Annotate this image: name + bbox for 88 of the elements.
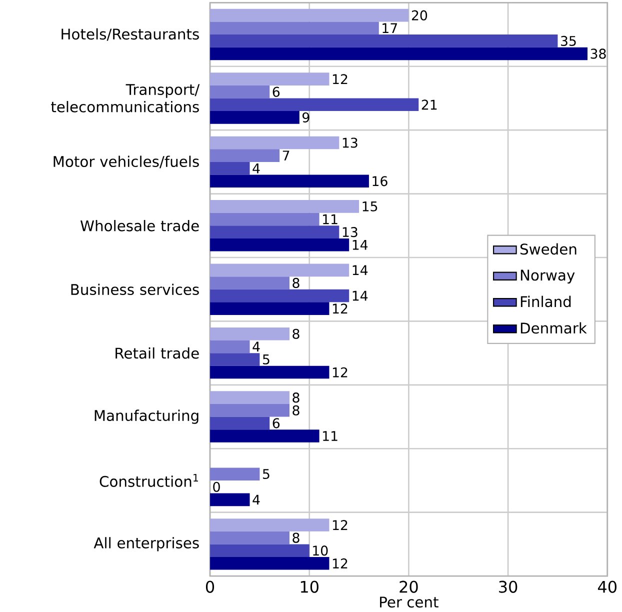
- data-label: 15: [362, 201, 378, 212]
- bar: [210, 531, 290, 544]
- bar: [210, 238, 350, 252]
- bar: [210, 518, 330, 532]
- data-label: 9: [302, 112, 310, 122]
- data-label: 20: [412, 10, 428, 20]
- y-tick-label: All enterprises: [94, 537, 199, 552]
- bar: [210, 391, 290, 404]
- y-tick-label: Motor vehicles/fuels: [54, 156, 199, 168]
- data-label: 4: [252, 163, 260, 174]
- legend-label: Denmark: [520, 322, 587, 334]
- bar: [210, 340, 250, 354]
- x-tick-label: 40: [598, 580, 616, 593]
- data-label: 17: [382, 23, 397, 33]
- bar: [210, 404, 290, 417]
- bar: [210, 556, 330, 570]
- data-label: 0: [213, 482, 220, 492]
- bar: [210, 200, 360, 213]
- data-label: 38: [590, 48, 606, 59]
- bar: [210, 22, 379, 35]
- y-tick-label: Construction$^{1}$: [100, 474, 198, 487]
- data-label: 11: [323, 214, 338, 224]
- legend-label: Sweden: [520, 243, 576, 255]
- bar: [210, 212, 320, 226]
- bar: [210, 136, 340, 150]
- data-label: 10: [313, 546, 328, 556]
- data-label: 12: [332, 367, 348, 378]
- bar: [210, 430, 320, 442]
- data-label: 6: [272, 418, 280, 428]
- bar: [210, 353, 260, 366]
- bar: [210, 72, 330, 86]
- x-axis-title: Per cent: [380, 596, 438, 608]
- bar: [210, 468, 260, 480]
- data-label: 14: [352, 265, 368, 276]
- data-label: 12: [332, 74, 348, 84]
- data-label: 8: [292, 328, 300, 339]
- bar: [210, 289, 350, 302]
- data-label: 35: [561, 36, 576, 46]
- data-label: 8: [292, 532, 300, 543]
- bar: [210, 8, 409, 22]
- legend-label: Finland: [520, 296, 571, 308]
- data-label: 4: [252, 494, 260, 505]
- data-label: 8: [292, 392, 300, 403]
- x-tick-label: 30: [499, 580, 518, 593]
- y-tick-label: Wholesale trade: [80, 220, 199, 232]
- data-label: 7: [282, 150, 290, 160]
- data-label: 16: [372, 176, 388, 186]
- data-label: 5: [262, 469, 270, 480]
- data-label: 21: [422, 100, 437, 110]
- y-tick-label: Transport/ telecommunications: [51, 84, 200, 112]
- y-tick-label: Business services: [71, 284, 199, 296]
- bar: [210, 162, 250, 175]
- bar: [210, 174, 369, 188]
- bar: [210, 493, 250, 506]
- data-label: 12: [332, 558, 348, 568]
- bar: [210, 416, 270, 430]
- data-label: 5: [262, 354, 270, 364]
- bar: [210, 111, 300, 124]
- y-tick-label: Manufacturing: [94, 410, 198, 424]
- data-label: 11: [323, 431, 338, 441]
- bar: [210, 366, 330, 379]
- data-label: 12: [332, 304, 348, 314]
- data-label: 14: [352, 290, 368, 301]
- data-label: 14: [352, 240, 368, 250]
- data-label: 6: [272, 86, 280, 97]
- data-label: 12: [332, 520, 348, 530]
- bar: [210, 302, 330, 315]
- data-label: 8: [292, 405, 300, 416]
- bar: [210, 149, 280, 162]
- x-tick-label: 20: [400, 580, 418, 593]
- bar: [210, 34, 558, 48]
- data-label: 4: [252, 342, 260, 352]
- legend-label: Norway: [520, 270, 575, 284]
- bar: [210, 85, 270, 98]
- bar: [210, 544, 310, 557]
- bar: [210, 327, 290, 340]
- data-label: 8: [292, 278, 300, 288]
- y-tick-label: Retail trade: [116, 347, 199, 359]
- bar: [210, 98, 419, 112]
- bar: [210, 276, 290, 290]
- data-label: 13: [342, 226, 358, 238]
- data-label: 13: [342, 138, 358, 148]
- bar: [210, 264, 350, 277]
- bar: [210, 47, 588, 60]
- y-tick-label: Hotels/Restaurants: [62, 28, 199, 41]
- bar: [210, 226, 340, 238]
- x-tick-label: 0: [206, 580, 214, 593]
- x-tick-label: 10: [300, 580, 318, 593]
